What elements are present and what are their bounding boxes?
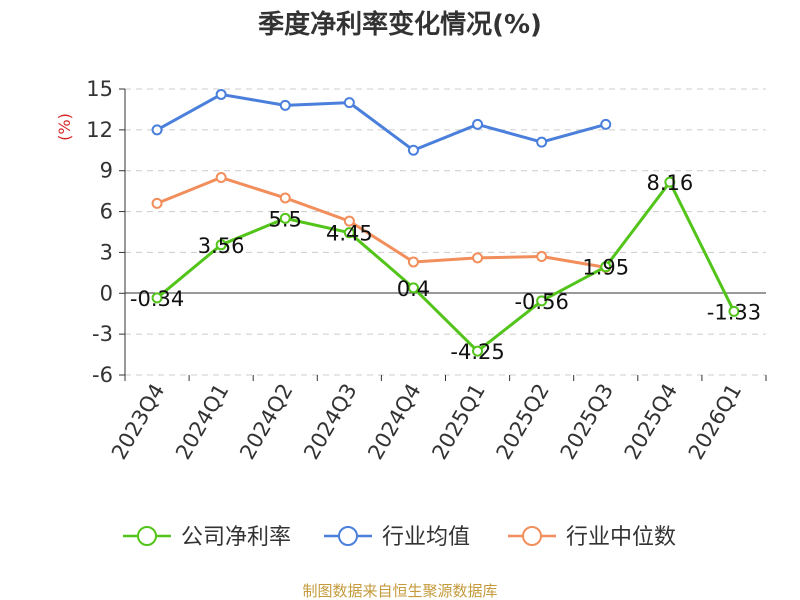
data-point <box>536 295 548 307</box>
x-tick-label: 2024Q2 <box>235 380 297 464</box>
data-point <box>407 144 419 156</box>
legend[interactable]: 公司净利率 行业均值 行业中位数 <box>123 525 676 550</box>
data-point <box>215 88 227 100</box>
data-label: 1.95 <box>582 256 629 280</box>
legend-label: 行业均值 <box>382 525 470 550</box>
data-point <box>536 136 548 148</box>
y-axis-label: (%) <box>55 113 74 141</box>
x-tick-label: 2025Q1 <box>427 380 489 464</box>
legend-marker <box>137 526 157 546</box>
series-0: -0.34 3.56 5.5 4.45 0.4 -4.25 -0.56 1.95 8.16 -1.… <box>130 171 761 364</box>
data-label: -0.34 <box>130 287 184 311</box>
data-point <box>343 215 355 227</box>
data-point <box>600 118 612 130</box>
data-point <box>600 261 612 273</box>
data-point <box>407 282 419 294</box>
data-label: 8.16 <box>646 171 693 195</box>
series-line <box>156 176 607 269</box>
data-label: 4.45 <box>326 222 373 246</box>
data-label: -4.25 <box>450 340 504 364</box>
x-tick-label: 2024Q1 <box>171 380 233 464</box>
source-note: 制图数据来自恒生聚源数据库 <box>302 582 497 600</box>
series-line <box>156 180 736 353</box>
legend-marker <box>522 526 542 546</box>
data-point <box>151 292 163 304</box>
x-tick-label: 2026Q1 <box>684 380 746 464</box>
series-1 <box>151 88 612 156</box>
data-point <box>472 345 484 357</box>
x-tick-label: 2025Q3 <box>556 380 618 464</box>
data-point <box>536 251 548 263</box>
legend-item[interactable]: 行业均值 <box>324 525 470 550</box>
data-point <box>728 305 740 317</box>
y-tick-label: 15 <box>86 77 113 101</box>
x-tick-label: 2024Q4 <box>363 380 425 464</box>
x-tick-label: 2025Q2 <box>492 380 554 464</box>
data-point <box>472 118 484 130</box>
data-label: -1.33 <box>707 300 761 324</box>
data-point <box>215 239 227 251</box>
x-tick-label: 2025Q4 <box>620 380 682 464</box>
data-point <box>279 99 291 111</box>
data-point <box>343 227 355 239</box>
data-label: 5.5 <box>269 207 302 231</box>
legend-label: 行业中位数 <box>566 525 676 550</box>
data-point <box>664 176 676 188</box>
data-label: 3.56 <box>198 234 245 258</box>
data-point <box>407 256 419 268</box>
legend-item[interactable]: 行业中位数 <box>508 525 676 550</box>
y-tick-label: 12 <box>86 118 113 142</box>
y-tick-label: 3 <box>100 240 113 264</box>
chart-title: 季度净利率变化情况(%) <box>258 9 542 40</box>
data-point <box>472 252 484 264</box>
y-tick-label: 9 <box>100 159 113 183</box>
data-point <box>279 212 291 224</box>
series-line <box>156 92 607 152</box>
grid-lines <box>125 88 766 376</box>
x-tick-label: 2023Q4 <box>107 380 169 464</box>
data-point <box>151 197 163 209</box>
x-tick-label: 2024Q3 <box>299 380 361 464</box>
data-point <box>343 97 355 109</box>
data-label: -0.56 <box>514 290 568 314</box>
y-tick-label: -3 <box>92 322 113 346</box>
y-tick-label: 0 <box>100 281 113 305</box>
y-tick-label: 6 <box>100 200 113 224</box>
legend-marker <box>338 526 358 546</box>
series-layer: -0.34 3.56 5.5 4.45 0.4 -4.25 -0.56 1.95 8.16 -1.… <box>130 88 761 364</box>
y-tick-label: -6 <box>92 363 113 387</box>
data-label: 0.4 <box>397 277 430 301</box>
legend-label: 公司净利率 <box>181 525 291 550</box>
data-point <box>215 172 227 184</box>
data-point <box>279 192 291 204</box>
legend-item[interactable]: 公司净利率 <box>123 525 291 550</box>
y-tick-labels: 15 12 9 6 3 0 -3 -6 <box>86 77 125 387</box>
data-point <box>151 124 163 136</box>
x-tick-labels: 2023Q4 2024Q1 2024Q2 2024Q3 2024Q4 2025Q1 2025… <box>107 375 767 464</box>
